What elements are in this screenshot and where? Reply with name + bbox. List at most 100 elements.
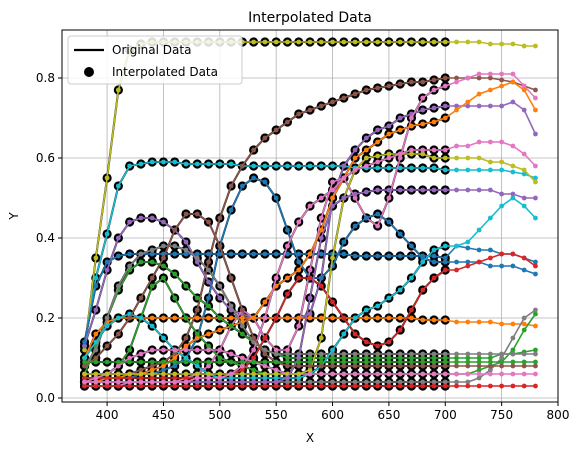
series-point	[307, 203, 313, 209]
series-point	[217, 315, 223, 321]
series-point	[149, 359, 155, 365]
series-point	[330, 355, 335, 361]
series-point	[251, 175, 257, 181]
series-point	[206, 347, 211, 353]
series-point	[476, 375, 482, 381]
series-point	[352, 39, 358, 45]
series-point	[183, 283, 189, 289]
series-point	[194, 315, 200, 321]
series-point	[239, 363, 245, 369]
series-point	[307, 275, 313, 281]
series-point	[82, 371, 87, 377]
series-point	[138, 367, 144, 373]
series-point	[149, 159, 155, 165]
x-tick-label: 700	[434, 408, 457, 422]
series-point	[533, 347, 538, 353]
series-point	[442, 355, 448, 361]
series-point	[127, 219, 133, 225]
series-point	[262, 39, 268, 45]
series-point	[161, 275, 166, 281]
series-point	[206, 343, 211, 349]
series-point	[194, 211, 200, 217]
series-point	[341, 163, 347, 169]
series-point	[285, 163, 290, 169]
series-point	[318, 251, 324, 257]
series-point	[487, 41, 493, 47]
series-point	[476, 359, 482, 365]
series-point	[115, 363, 121, 369]
series-point	[127, 359, 133, 365]
series-point	[228, 323, 234, 329]
series-point	[296, 371, 302, 377]
series-point	[172, 371, 178, 377]
series-point	[431, 39, 437, 45]
series-point	[296, 39, 302, 45]
series-point	[420, 147, 426, 153]
series-point	[82, 347, 87, 353]
series-point	[307, 251, 313, 257]
series-point	[375, 127, 381, 133]
series-point	[228, 383, 234, 389]
series-point	[341, 195, 347, 201]
series-point	[386, 39, 392, 45]
legend-dot-swatch	[84, 67, 94, 77]
series-point	[149, 379, 155, 385]
series-point	[115, 283, 121, 289]
series-point	[285, 351, 290, 357]
series-point	[352, 147, 358, 153]
series-point	[386, 187, 392, 193]
series-point	[82, 355, 87, 361]
series-point	[409, 147, 414, 153]
series-point	[183, 371, 189, 377]
series-point	[487, 359, 493, 365]
series-point	[420, 39, 426, 45]
series-point	[127, 251, 133, 257]
series-point	[149, 371, 155, 377]
series-point	[296, 379, 302, 385]
series-point	[82, 375, 87, 381]
series-point	[465, 187, 471, 193]
series-point	[363, 383, 369, 389]
series-point	[420, 363, 426, 369]
series-point	[409, 371, 414, 377]
series-point	[273, 367, 279, 373]
series-point	[104, 231, 110, 237]
series-point	[318, 315, 324, 321]
series-point	[442, 383, 448, 389]
series-point	[296, 363, 302, 369]
series-point	[138, 371, 144, 377]
series-point	[499, 77, 505, 83]
series-point	[104, 259, 110, 265]
series-point	[499, 355, 505, 361]
series-point	[454, 359, 459, 365]
series-point	[161, 367, 166, 373]
series-point	[285, 379, 290, 385]
series-point	[499, 159, 505, 165]
series-point	[228, 375, 234, 381]
series-point	[172, 351, 178, 357]
series-point	[149, 247, 155, 253]
series-point	[149, 347, 155, 353]
series-point	[149, 315, 155, 321]
series-point	[138, 351, 144, 357]
series-point	[239, 183, 245, 189]
series-point	[285, 227, 290, 233]
series-point	[476, 39, 482, 45]
series-point	[318, 379, 324, 385]
series-point	[510, 335, 516, 341]
series-point	[499, 167, 505, 173]
series-16-colored	[82, 383, 538, 389]
series-point	[172, 347, 178, 353]
series-point	[285, 243, 290, 249]
series-point	[285, 251, 290, 257]
series-point	[375, 359, 381, 365]
series-point	[172, 227, 178, 233]
series-point	[161, 375, 166, 381]
series-point	[172, 251, 178, 257]
series-point	[431, 165, 437, 171]
series-point	[262, 375, 268, 381]
series-point	[375, 343, 381, 349]
series-point	[521, 167, 527, 173]
series-point	[521, 83, 527, 89]
series-point	[375, 153, 381, 159]
